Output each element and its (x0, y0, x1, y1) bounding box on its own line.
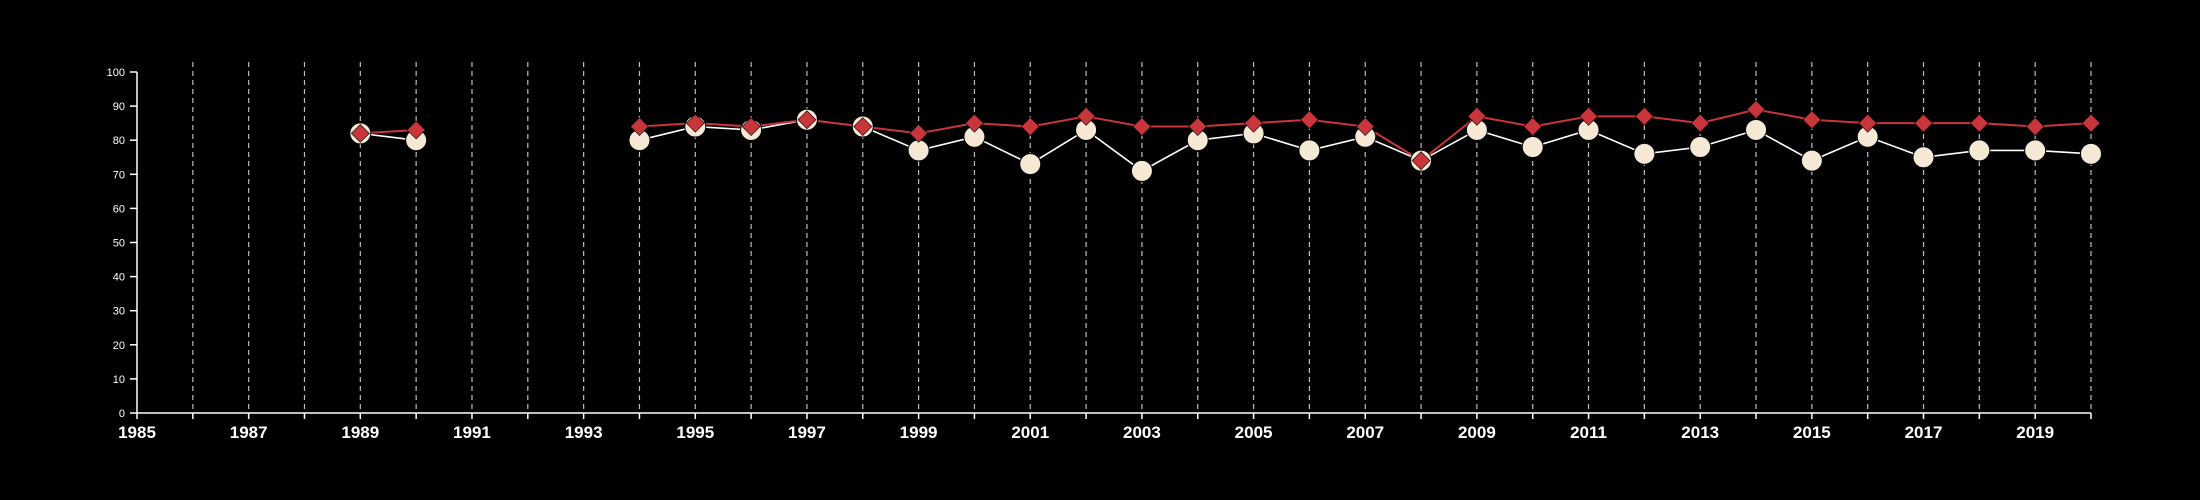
y-tick-label: 90 (113, 101, 125, 113)
data-point-diamond (741, 117, 761, 136)
x-tick-label: 2009 (1458, 423, 1496, 442)
data-point-diamond (853, 117, 873, 136)
data-point-diamond (2025, 117, 2045, 136)
data-point-diamond (1299, 110, 1319, 130)
data-point-diamond (350, 123, 370, 143)
y-tick-label: 10 (113, 374, 125, 386)
data-point-circle (1298, 139, 1321, 162)
data-point-circle (1130, 159, 1153, 182)
data-point-diamond (1969, 113, 1989, 133)
data-point-diamond (1020, 117, 1040, 136)
grid-layer (192, 62, 2092, 413)
x-tick-label: 1993 (565, 423, 603, 442)
data-point-diamond (630, 117, 649, 136)
data-point-circle (907, 139, 930, 162)
y-tick-label: 20 (113, 340, 125, 352)
data-point-diamond (1076, 106, 1096, 126)
data-point-circle (1019, 153, 1042, 176)
x-tick-label: 1997 (788, 423, 826, 442)
data-point-diamond (1411, 151, 1431, 171)
data-point-diamond (406, 120, 426, 140)
x-tick-label: 2001 (1011, 423, 1049, 442)
x-tick-label: 2019 (2016, 423, 2054, 442)
data-point-diamond (1802, 110, 1822, 130)
y-tick-label: 100 (107, 67, 125, 79)
x-tick-label: 2003 (1123, 423, 1161, 442)
data-point-diamond (1579, 106, 1598, 126)
x-tick-label: 1999 (900, 423, 938, 442)
data-point-circle (1633, 142, 1656, 165)
data-point-circle (1968, 139, 1991, 162)
data-point-diamond (2081, 113, 2101, 133)
y-tick-label: 30 (113, 306, 125, 318)
x-tick-label: 2005 (1235, 423, 1273, 442)
x-tick-label: 1991 (453, 423, 491, 442)
data-point-circle (1912, 146, 1935, 169)
data-point-diamond (1244, 113, 1263, 133)
x-tick-label: 1995 (676, 423, 714, 442)
data-point-circle (1521, 136, 1544, 159)
data-point-diamond (1467, 106, 1487, 126)
y-tick-label: 80 (113, 135, 125, 147)
axes-layer: 0 10 20 30 40 50 60 70 80 90 100 1985 1987 1989 1991 19… (107, 67, 2092, 442)
series-layer (349, 100, 2102, 182)
data-point-diamond (1914, 113, 1933, 133)
data-point-circle (1800, 149, 1823, 172)
y-tick-label: 50 (113, 238, 125, 250)
y-tick-label: 0 (119, 408, 125, 420)
data-point-diamond (797, 110, 817, 130)
x-tick-label: 2017 (1905, 423, 1943, 442)
x-tick-label: 1987 (230, 423, 268, 442)
x-tick-label: 2007 (1346, 423, 1384, 442)
y-tick-label: 40 (113, 272, 125, 284)
data-point-diamond (909, 123, 929, 143)
data-point-diamond (1690, 113, 1710, 133)
data-point-circle (1689, 136, 1712, 159)
data-point-diamond (1132, 117, 1152, 136)
data-point-diamond (1858, 113, 1878, 133)
y-tick-label: 70 (113, 169, 125, 181)
data-point-circle (1745, 118, 1768, 141)
data-point-circle (2080, 142, 2102, 165)
x-tick-label: 2013 (1681, 423, 1719, 442)
data-point-diamond (1746, 100, 1766, 119)
data-point-diamond (965, 113, 984, 133)
data-point-diamond (1188, 117, 1208, 136)
data-point-diamond (1634, 106, 1654, 126)
data-point-diamond (685, 113, 705, 133)
x-tick-label: 2015 (1793, 423, 1831, 442)
data-point-circle (2024, 139, 2047, 162)
data-point-diamond (1355, 117, 1375, 136)
x-tick-label: 1989 (341, 423, 379, 442)
x-tick-label: 1985 (118, 423, 156, 442)
data-point-diamond (1523, 117, 1543, 136)
y-tick-label: 60 (113, 203, 125, 215)
x-tick-label: 2011 (1570, 423, 1607, 442)
